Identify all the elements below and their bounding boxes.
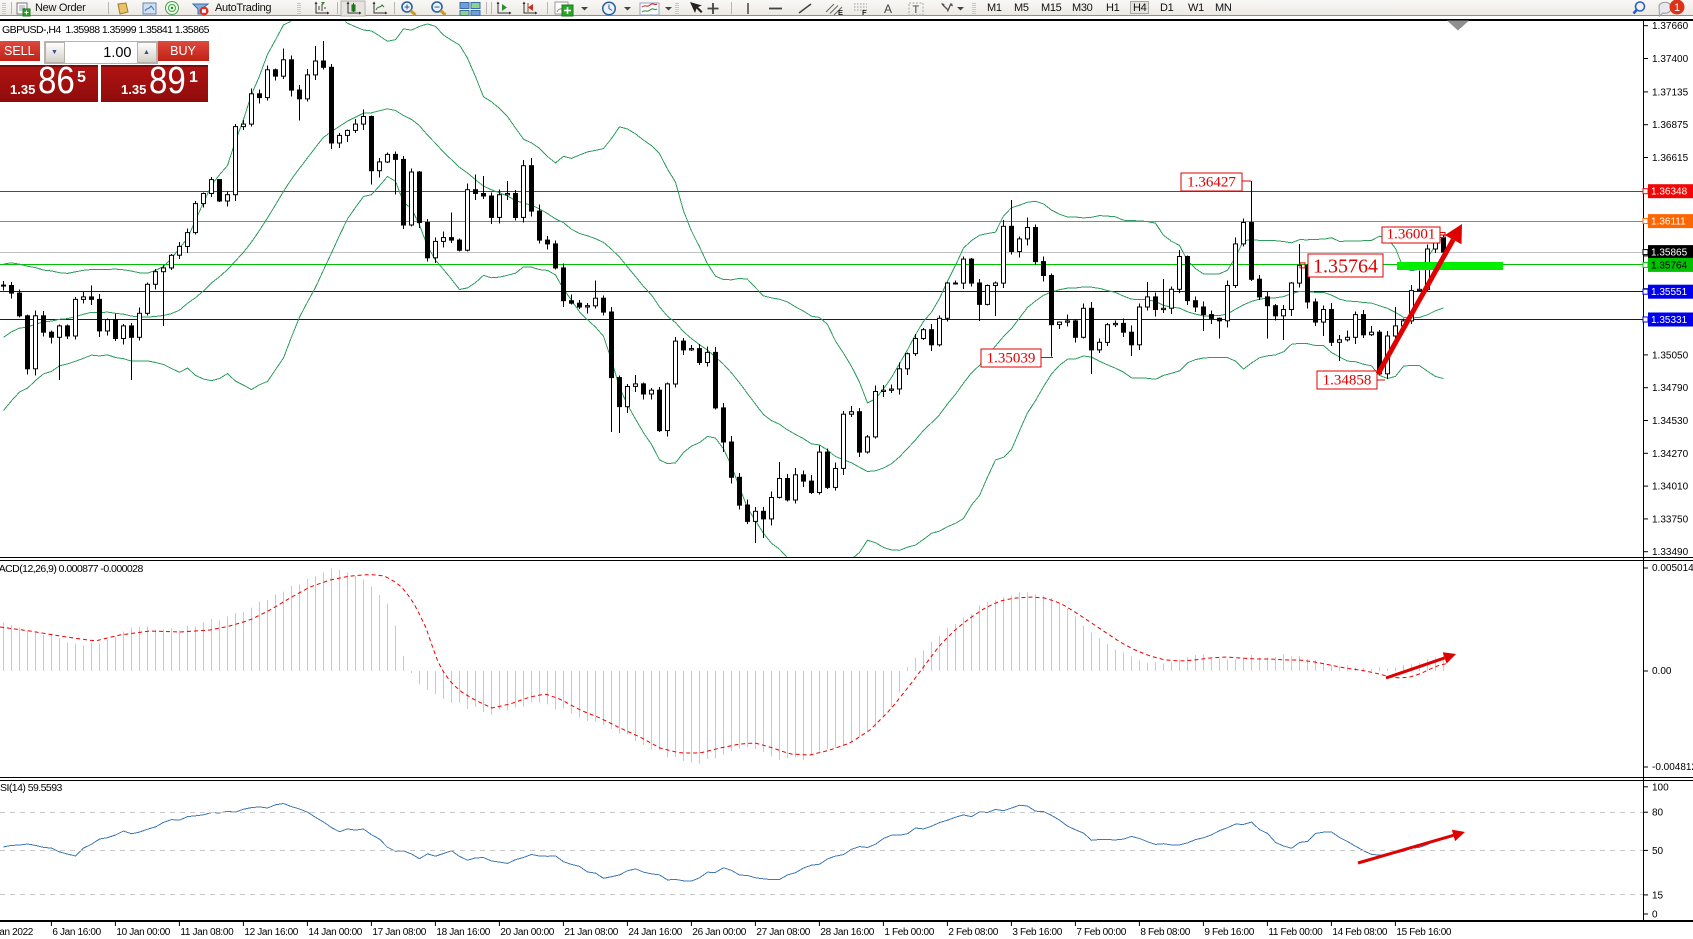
- svg-text:9 Feb 16:00: 9 Feb 16:00: [1204, 927, 1254, 938]
- svg-text:8 Feb 08:00: 8 Feb 08:00: [1140, 927, 1190, 938]
- svg-text:1.36615: 1.36615: [1652, 153, 1689, 164]
- svg-text:1.34010: 1.34010: [1652, 482, 1689, 493]
- svg-text:1.35551: 1.35551: [1651, 287, 1688, 298]
- svg-text:1.37135: 1.37135: [1652, 87, 1689, 98]
- svg-text:1.36427: 1.36427: [1187, 175, 1236, 191]
- svg-text:4 Jan 2022: 4 Jan 2022: [0, 927, 34, 938]
- svg-text:A: A: [884, 2, 892, 16]
- svg-text:1.34790: 1.34790: [1652, 383, 1689, 394]
- svg-text:50: 50: [1652, 846, 1664, 857]
- svg-text:2 Feb 08:00: 2 Feb 08:00: [948, 927, 998, 938]
- svg-text:T: T: [913, 4, 920, 16]
- svg-text:1.34858: 1.34858: [1323, 373, 1372, 389]
- svg-text:3 Feb 16:00: 3 Feb 16:00: [1012, 927, 1062, 938]
- svg-text:1.37660: 1.37660: [1652, 21, 1689, 32]
- svg-text:1.36875: 1.36875: [1652, 120, 1689, 131]
- svg-text:11 Jan 08:00: 11 Jan 08:00: [180, 927, 234, 938]
- svg-text:1.34270: 1.34270: [1652, 449, 1689, 460]
- svg-text:1.36111: 1.36111: [1651, 217, 1686, 228]
- svg-text:1: 1: [1674, 2, 1680, 14]
- svg-text:1.36001: 1.36001: [1387, 227, 1436, 243]
- svg-text:10 Jan 00:00: 10 Jan 00:00: [116, 927, 170, 938]
- svg-text:1.35050: 1.35050: [1652, 350, 1689, 361]
- svg-text:15 Feb 16:00: 15 Feb 16:00: [1396, 927, 1452, 938]
- svg-text:14 Jan 00:00: 14 Jan 00:00: [308, 927, 362, 938]
- svg-text:11 Feb 00:00: 11 Feb 00:00: [1268, 927, 1323, 938]
- svg-text:1.35331: 1.35331: [1651, 315, 1688, 326]
- svg-text:1.34530: 1.34530: [1652, 416, 1689, 427]
- svg-text:24 Jan 16:00: 24 Jan 16:00: [628, 927, 682, 938]
- svg-text:1.35039: 1.35039: [987, 351, 1036, 367]
- svg-text:20 Jan 00:00: 20 Jan 00:00: [500, 927, 554, 938]
- svg-text:12 Jan 16:00: 12 Jan 16:00: [244, 927, 298, 938]
- svg-text:1 Feb 00:00: 1 Feb 00:00: [884, 927, 934, 938]
- svg-text:RSI(14) 59.5593: RSI(14) 59.5593: [0, 782, 63, 794]
- svg-text:1.35764: 1.35764: [1313, 256, 1378, 278]
- svg-text:18 Jan 16:00: 18 Jan 16:00: [436, 927, 490, 938]
- svg-text:0.005014: 0.005014: [1652, 563, 1693, 574]
- svg-text:1.36348: 1.36348: [1651, 187, 1688, 198]
- svg-text:1.33490: 1.33490: [1652, 547, 1689, 558]
- svg-text:E: E: [838, 8, 843, 17]
- svg-text:27 Jan 08:00: 27 Jan 08:00: [756, 927, 810, 938]
- svg-text:14 Feb 08:00: 14 Feb 08:00: [1332, 927, 1388, 938]
- svg-text:6 Jan 16:00: 6 Jan 16:00: [52, 927, 101, 938]
- svg-text:15: 15: [1652, 890, 1664, 901]
- svg-text:80: 80: [1652, 808, 1664, 819]
- svg-text:7 Feb 00:00: 7 Feb 00:00: [1076, 927, 1126, 938]
- svg-text:GBPUSD-,H4 1.35988 1.35999 1.: GBPUSD-,H4 1.35988 1.35999 1.35841 1.358…: [2, 24, 210, 36]
- svg-text:28 Jan 16:00: 28 Jan 16:00: [820, 927, 874, 938]
- svg-text:1.33750: 1.33750: [1652, 514, 1689, 525]
- svg-text:26 Jan 00:00: 26 Jan 00:00: [692, 927, 746, 938]
- svg-text:1.35764: 1.35764: [1651, 260, 1688, 271]
- svg-text:MACD(12,26,9) 0.000877 -0.0000: MACD(12,26,9) 0.000877 -0.000028: [0, 563, 143, 575]
- svg-text:0.00: 0.00: [1652, 666, 1672, 677]
- svg-text:21 Jan 08:00: 21 Jan 08:00: [564, 927, 618, 938]
- svg-text:17 Jan 08:00: 17 Jan 08:00: [372, 927, 426, 938]
- svg-text:F: F: [862, 8, 867, 17]
- svg-text:100: 100: [1652, 782, 1669, 793]
- svg-text:-0.004812: -0.004812: [1652, 762, 1693, 773]
- svg-text:1.37400: 1.37400: [1652, 54, 1689, 65]
- svg-text:0: 0: [1652, 910, 1658, 921]
- svg-text:1.35865: 1.35865: [1651, 248, 1688, 259]
